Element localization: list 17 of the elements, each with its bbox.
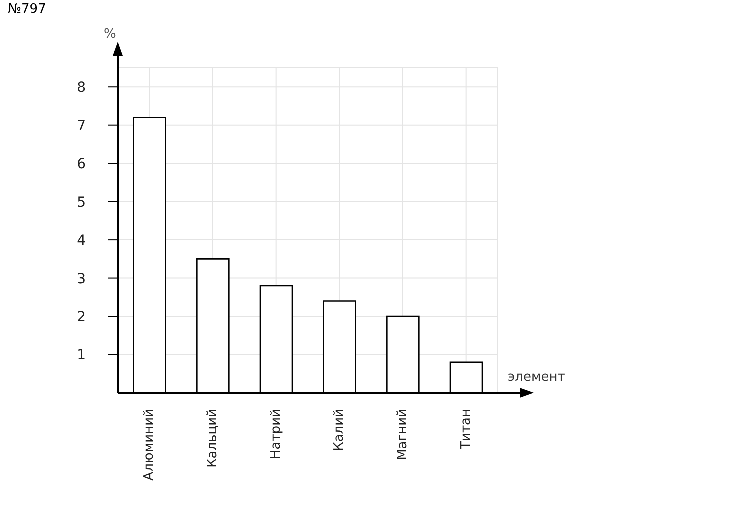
x-tick-label: Кальций bbox=[206, 409, 220, 468]
x-tick-label: Калий bbox=[332, 409, 348, 452]
x-tick-label: Магний bbox=[396, 409, 410, 460]
y-tick-label: 8 bbox=[77, 80, 86, 96]
y-tick-label: 2 bbox=[77, 310, 86, 326]
y-tick-label: 1 bbox=[77, 348, 86, 364]
y-tick-label: 4 bbox=[77, 233, 86, 250]
chart-title: №797 bbox=[8, 2, 46, 17]
y-tick-label: 3 bbox=[77, 271, 86, 288]
x-tick-label: Алюминий bbox=[142, 409, 158, 481]
x-tick-label: Натрий bbox=[268, 409, 284, 460]
x-axis-title: элемент bbox=[508, 370, 566, 385]
y-tick-label: 7 bbox=[77, 118, 86, 134]
y-axis-title: % bbox=[104, 27, 116, 42]
x-tick-label: Титан bbox=[458, 409, 474, 450]
y-tick-label: 6 bbox=[77, 156, 86, 173]
y-tick-label: 5 bbox=[77, 194, 86, 211]
